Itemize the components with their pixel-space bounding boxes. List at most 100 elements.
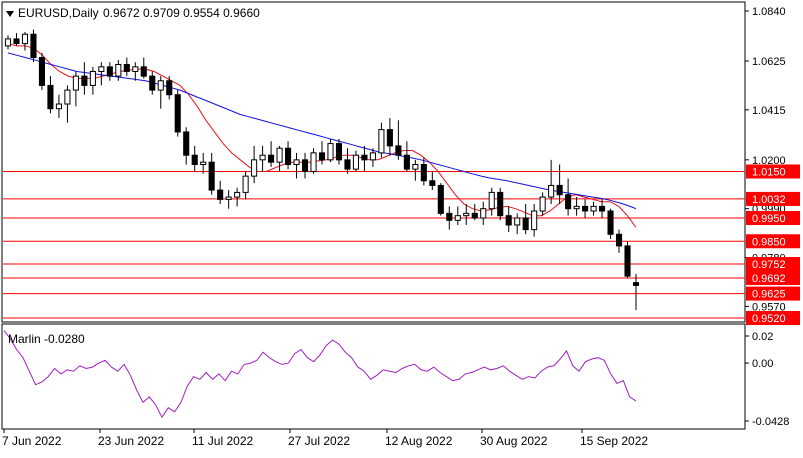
candle: [505, 206, 512, 232]
candle: [64, 85, 71, 123]
candle-body: [582, 205, 589, 212]
candle: [140, 57, 147, 79]
candle: [378, 122, 385, 158]
candle-body: [38, 57, 45, 86]
candle-body: [624, 245, 631, 277]
candle: [310, 148, 317, 174]
candle: [590, 201, 597, 216]
candle-body: [140, 66, 147, 77]
candle: [217, 180, 224, 205]
candle: [132, 62, 139, 81]
candle-body: [573, 205, 580, 210]
level-badge-bg: [746, 210, 800, 225]
candle-body: [166, 80, 173, 96]
candle-body: [251, 159, 258, 177]
candle: [293, 152, 300, 179]
candle: [38, 52, 45, 91]
candle: [4, 35, 12, 50]
candle-body: [556, 184, 563, 196]
candle: [582, 199, 589, 218]
candle: [47, 76, 54, 114]
level-badge-label: 1.0032: [752, 194, 786, 206]
candle: [412, 159, 419, 181]
level-badge-bg: [746, 164, 800, 179]
level-price-badge: 0.9520: [746, 311, 800, 325]
level-price-badge: 0.9625: [746, 286, 800, 301]
candle-body: [293, 159, 300, 165]
candle-body: [47, 84, 54, 110]
candle: [361, 145, 368, 172]
candle-body: [55, 103, 62, 110]
candle-body: [539, 196, 546, 212]
candle: [446, 206, 453, 230]
indicator-panel-frame: [1, 323, 746, 430]
candle-body: [89, 70, 96, 86]
price-tick-label: 1.0415: [752, 105, 786, 117]
candle-body: [395, 145, 402, 156]
date-tick-label: 27 Jul 2022: [288, 434, 350, 448]
candle-body: [149, 75, 156, 91]
indicator-tick-label: 0.02: [752, 331, 773, 343]
candle-body: [285, 147, 292, 165]
candle-body: [369, 152, 376, 161]
candle-body: [632, 282, 640, 286]
candle: [539, 192, 546, 216]
candle: [285, 141, 292, 170]
candle: [522, 204, 529, 235]
symbol-menu-triangle-icon[interactable]: [6, 11, 14, 17]
candle: [115, 59, 122, 81]
candle: [463, 204, 470, 225]
candle-body: [64, 89, 71, 105]
price-tick-label: 1.0625: [752, 56, 786, 68]
candle-body: [259, 154, 266, 161]
level-badge-label: 0.9752: [752, 259, 786, 271]
level-badge-bg: [746, 234, 800, 249]
marlin-line: [3, 330, 637, 419]
candle-body: [378, 129, 385, 154]
indicator-label: Marlin -0.0280: [8, 332, 85, 346]
candle: [556, 164, 563, 205]
candle-body: [200, 161, 207, 165]
level-badge-label: 0.9950: [752, 213, 786, 225]
candle-body: [412, 164, 419, 170]
price-tick-label: 0.9570: [752, 301, 786, 313]
candle: [327, 138, 334, 163]
candle: [157, 76, 164, 109]
candle: [471, 204, 478, 221]
date-tick-label: 23 Jun 2022: [98, 434, 164, 448]
candle: [514, 213, 521, 235]
candle: [81, 62, 88, 95]
candle: [72, 71, 79, 107]
candle: [89, 66, 96, 95]
candle: [497, 187, 504, 221]
date-tick-label: 7 Jun 2022: [2, 434, 62, 448]
candle-body: [505, 215, 512, 226]
candle-body: [225, 196, 232, 200]
candle-body: [183, 131, 190, 156]
candle-body: [386, 129, 393, 147]
candle-body: [480, 208, 487, 219]
candle-body: [607, 210, 614, 235]
candle-body: [234, 191, 241, 198]
candle: [21, 31, 29, 51]
candle: [454, 206, 461, 225]
candle-body: [310, 152, 317, 172]
candle: [166, 76, 173, 100]
candle-body: [615, 233, 623, 247]
candle: [488, 187, 495, 216]
candle: [599, 199, 606, 218]
candle: [429, 171, 436, 191]
level-badge-bg: [746, 286, 800, 301]
candle: [276, 145, 283, 172]
candle: [234, 187, 241, 207]
candle: [208, 152, 215, 195]
candle-body: [352, 154, 359, 170]
candle: [259, 145, 266, 172]
level-price-badge: 0.9950: [746, 210, 800, 225]
candle-body: [463, 212, 470, 217]
candle: [251, 145, 258, 184]
date-tick-label: 30 Aug 2022: [480, 434, 548, 448]
level-badge-bg: [746, 311, 800, 325]
candle: [437, 183, 444, 216]
